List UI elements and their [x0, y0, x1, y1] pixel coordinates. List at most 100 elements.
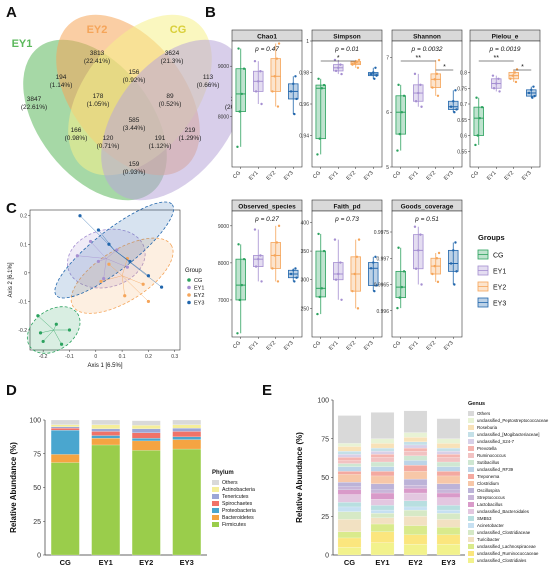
sample-point-cg — [41, 339, 45, 344]
genus-bar-unclassified-clostridiales — [370, 542, 395, 556]
pcoa-plot: -0.2 -0.1 0 0.1 0.2 0.3 -0.2 -0.1 0 0.1 0.2 Axis 1 … — [8, 201, 204, 369]
phylum-bar-others — [131, 420, 161, 426]
y-tick-label: 8000 — [218, 115, 229, 121]
phylum-bar-firmicutes — [131, 450, 161, 556]
genus-bar-unclassified-mogibacteriaceae- — [403, 441, 428, 446]
box-point-ey2 — [276, 105, 280, 108]
box-point-cg — [238, 298, 241, 302]
legend-title: Group — [185, 268, 202, 274]
legend-marker-ey3 — [187, 300, 191, 305]
legend-swatch — [212, 522, 219, 527]
box-point-ey1 — [337, 66, 340, 69]
legend-label: Sutibacillus — [477, 460, 500, 465]
facet-panel — [391, 210, 463, 338]
y-tick-label: 0.98 — [299, 71, 309, 77]
box-ey1 — [253, 255, 264, 267]
legend-label: unclassified_Clostridiales — [477, 558, 527, 563]
genus-bar-clostridium — [403, 471, 428, 480]
y-tick-label: 250 — [301, 306, 310, 312]
x-tick-label: EY2 — [426, 340, 438, 352]
box-point-cg — [478, 116, 482, 120]
box-point-ey1 — [253, 59, 257, 63]
venn-count-ey1_ey3: 159 — [129, 161, 140, 168]
boxplot-facet-observed_species: Observed_species 7000 8000 9000 p = 0.27 CG EY… — [218, 199, 303, 352]
spider-line-ey2 — [108, 264, 123, 276]
genus-bar-ruminococcus — [370, 457, 395, 463]
box-point-ey3 — [454, 89, 457, 92]
legend-swatch — [468, 481, 474, 486]
box-point-cg — [322, 83, 326, 87]
venn-set-label-ey2: EY2 — [87, 24, 108, 36]
phylum-bar-proteobacteria — [91, 435, 121, 439]
genus-bar-roseburia — [370, 443, 395, 449]
phylum-bar-firmicutes — [172, 448, 202, 556]
legend-label-ey3: EY3 — [194, 301, 204, 307]
box-point-ey2 — [356, 307, 360, 310]
genus-bar-treponema — [403, 465, 428, 472]
x-tick-label: 0.2 — [145, 354, 152, 360]
genus-bar-lactobacillus — [436, 492, 461, 498]
genus-legend: Genus Others unclassified_Peptostreptococc… — [468, 401, 549, 563]
box-point-ey3 — [294, 75, 297, 78]
y-tick-label: 50 — [321, 475, 329, 482]
y-tick-label: 0.94 — [299, 134, 309, 140]
box-point-ey2 — [437, 251, 441, 255]
legend-swatch — [468, 502, 474, 507]
genus-bar-unclassified-mogibacteriaceae- — [337, 451, 362, 455]
legend-label: Actinobacteria — [222, 487, 255, 493]
genus-bar-unclassified-lachnospiraceae — [337, 531, 362, 539]
panel-label-b: B — [205, 4, 216, 21]
boxplot-facet-pielou_e: Pielou_e 0.55 0.6 0.65 0.7 0.75 0.8 p = 0.0019 C… — [457, 29, 541, 182]
venn-count-ey1_ey2: 194 — [56, 74, 67, 81]
box-point-ey1 — [419, 233, 422, 236]
panel-label-e: E — [262, 382, 273, 399]
box-point-cg — [242, 257, 246, 261]
box-point-ey3 — [373, 77, 376, 81]
y-tick-label: 350 — [301, 249, 310, 255]
genus-bar-others — [403, 410, 428, 433]
genus-bar-unclassified-rf39 — [337, 466, 362, 472]
spider-line-ey1 — [106, 258, 128, 268]
x-tick-label: EY3 — [441, 558, 455, 567]
x-tick-label: EY2 — [266, 170, 278, 182]
box-point-ey3 — [373, 289, 376, 293]
genus-bar-turicibacter — [337, 519, 362, 532]
box-point-cg — [317, 77, 320, 81]
box-point-ey3 — [531, 96, 534, 99]
phylum-bar-spirochaetes — [172, 431, 202, 437]
legend-marker-cg — [187, 278, 191, 282]
sample-point-ey2 — [99, 279, 103, 284]
phylum-bar-actinobacteria — [131, 425, 161, 429]
genus-bar-unclassified-peptostreptococcaceae — [337, 443, 362, 447]
box-point-ey1 — [420, 105, 423, 108]
facet-panel — [231, 40, 303, 168]
legend-label: Oscillospira — [477, 488, 500, 493]
legend-label-ey1: EY1 — [194, 286, 204, 292]
box-point-ey1 — [254, 265, 258, 268]
legend-swatch — [468, 432, 474, 437]
box-point-ey2 — [356, 66, 360, 69]
box-point-ey2 — [275, 57, 279, 60]
box-point-ey1 — [334, 278, 338, 281]
genus-bar-sutibacillus — [403, 455, 428, 461]
x-tick-label: CG — [392, 170, 402, 180]
genus-bar-others — [436, 418, 461, 439]
legend-swatch — [212, 480, 219, 485]
genus-bar-turicibacter — [403, 516, 428, 526]
box-point-ey2 — [353, 272, 356, 276]
venn-count-ey1_ey2_cg: 178 — [93, 93, 104, 100]
phylum-bar-tenericutes — [131, 428, 161, 433]
legend-title: Groups — [478, 233, 505, 242]
significance-label: ** — [416, 55, 422, 62]
y-tick-label: 0.996 — [376, 309, 389, 315]
box-point-ey3 — [374, 66, 377, 69]
box-point-ey2 — [431, 272, 434, 276]
facet-title: Goods_coverage — [401, 204, 454, 211]
genus-bar-turicibacter — [370, 517, 395, 525]
venn-set-label-cg: CG — [170, 24, 187, 36]
genus-bar-unclassified-s24-7 — [337, 454, 362, 458]
box-point-ey3 — [527, 91, 531, 95]
venn-count-cg_only: 3624 — [165, 50, 180, 57]
box-point-ey2 — [351, 289, 354, 293]
